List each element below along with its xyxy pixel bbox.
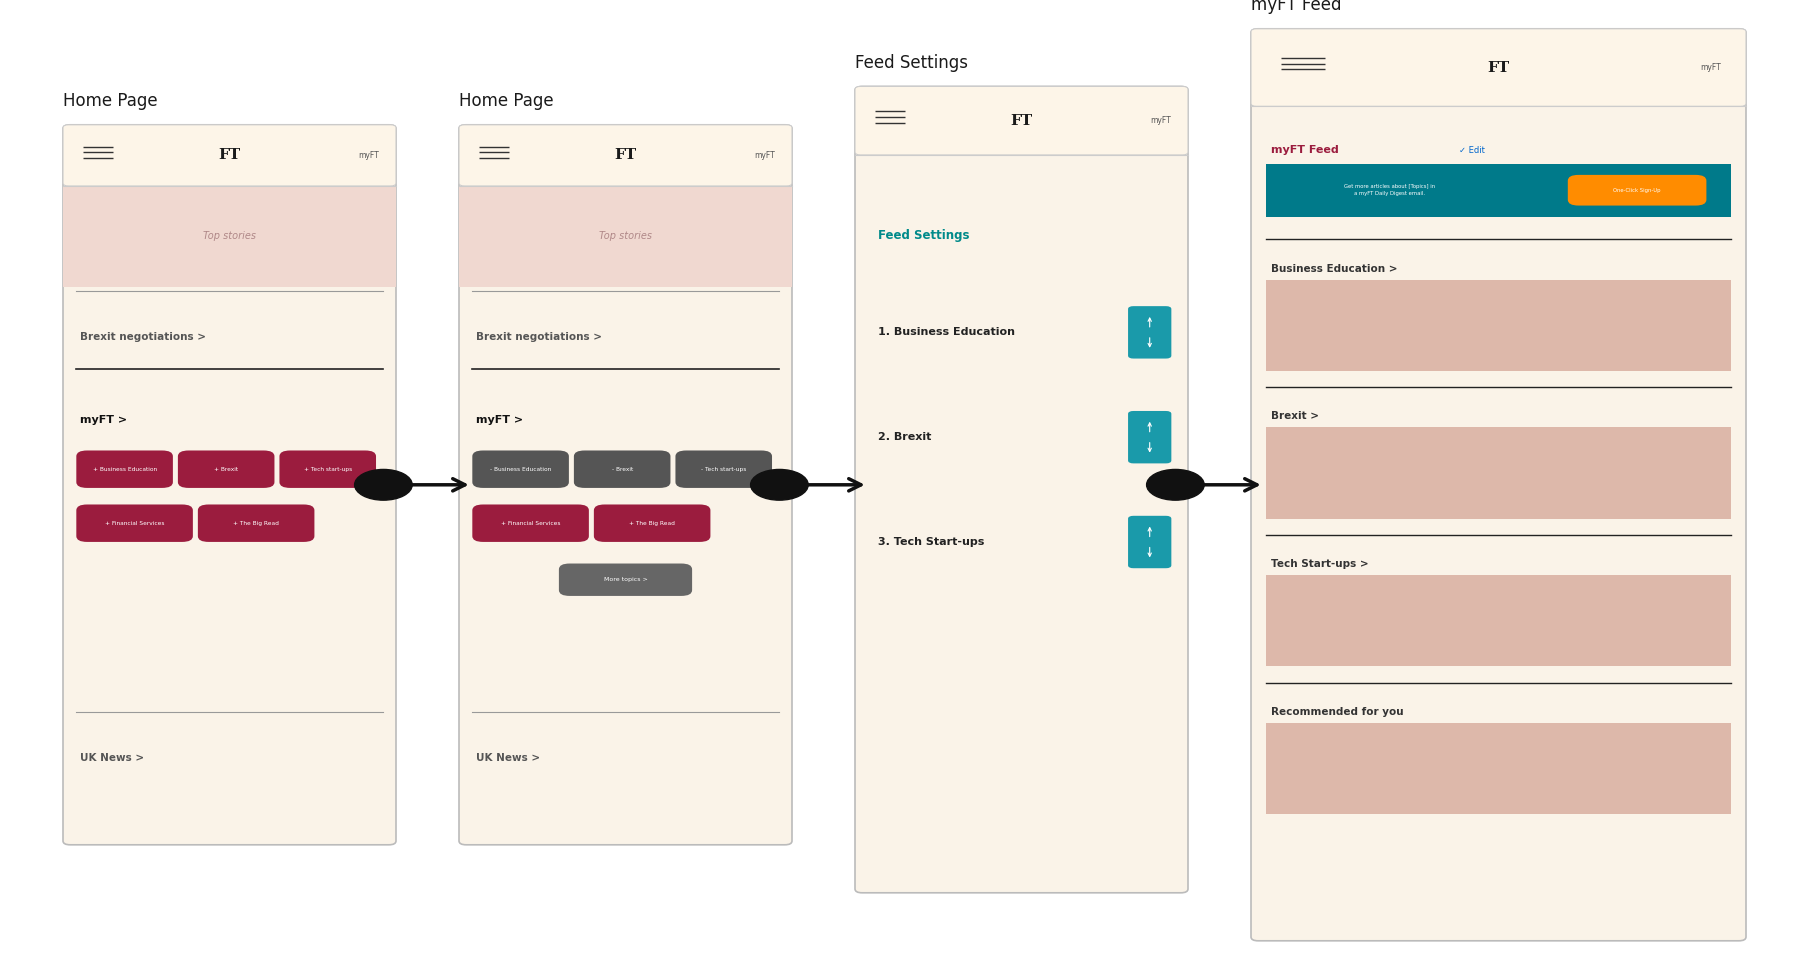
Text: myFT: myFT <box>754 151 776 160</box>
Text: myFT >: myFT > <box>475 415 522 424</box>
Text: 3. Tech Start-ups: 3. Tech Start-ups <box>878 537 985 547</box>
Bar <box>1265 279 1732 371</box>
Circle shape <box>1147 469 1204 500</box>
FancyBboxPatch shape <box>1251 29 1746 941</box>
FancyBboxPatch shape <box>574 450 670 488</box>
Text: UK News >: UK News > <box>79 754 144 763</box>
Text: FT: FT <box>1487 60 1510 75</box>
Text: Home Page: Home Page <box>459 92 554 110</box>
Text: myFT: myFT <box>1701 63 1721 72</box>
Bar <box>1265 575 1732 666</box>
Text: More topics >: More topics > <box>603 577 648 582</box>
Text: Brexit >: Brexit > <box>1271 412 1319 421</box>
FancyBboxPatch shape <box>1129 516 1172 568</box>
FancyBboxPatch shape <box>63 125 396 186</box>
Text: - Brexit: - Brexit <box>612 467 634 471</box>
Text: 2. Brexit: 2. Brexit <box>878 432 932 443</box>
FancyBboxPatch shape <box>178 450 274 488</box>
Text: myFT Feed: myFT Feed <box>1271 145 1339 156</box>
Text: UK News >: UK News > <box>475 754 540 763</box>
FancyBboxPatch shape <box>63 125 396 845</box>
FancyBboxPatch shape <box>76 505 193 541</box>
Text: FT: FT <box>1010 113 1033 128</box>
Text: + Tech start-ups: + Tech start-ups <box>304 467 351 471</box>
FancyBboxPatch shape <box>76 450 173 488</box>
FancyBboxPatch shape <box>459 125 792 845</box>
Text: FT: FT <box>614 149 637 162</box>
Text: One-Click Sign-Up: One-Click Sign-Up <box>1613 188 1661 193</box>
Text: - Business Education: - Business Education <box>490 467 551 471</box>
Circle shape <box>751 469 808 500</box>
Text: - Tech start-ups: - Tech start-ups <box>700 467 747 471</box>
Text: Home Page: Home Page <box>63 92 158 110</box>
Bar <box>1265 723 1732 814</box>
Text: + Financial Services: + Financial Services <box>500 520 560 526</box>
FancyBboxPatch shape <box>594 505 711 541</box>
FancyBboxPatch shape <box>855 86 1188 155</box>
Text: FT: FT <box>218 149 241 162</box>
Text: Top stories: Top stories <box>203 231 256 241</box>
FancyBboxPatch shape <box>1251 29 1746 107</box>
Text: myFT >: myFT > <box>79 415 126 424</box>
Text: Brexit negotiations >: Brexit negotiations > <box>79 332 205 343</box>
Text: Feed Settings: Feed Settings <box>855 54 968 72</box>
Text: Get more articles about [Topics] in
a myFT Daily Digest email.: Get more articles about [Topics] in a my… <box>1345 184 1435 196</box>
FancyBboxPatch shape <box>675 450 772 488</box>
Bar <box>1265 164 1732 217</box>
FancyBboxPatch shape <box>279 450 376 488</box>
Text: myFT: myFT <box>1150 116 1172 125</box>
FancyBboxPatch shape <box>459 125 792 186</box>
Bar <box>1265 427 1732 518</box>
Bar <box>63 186 396 287</box>
Text: + Business Education: + Business Education <box>92 467 157 471</box>
FancyBboxPatch shape <box>1568 175 1706 205</box>
Text: + Financial Services: + Financial Services <box>104 520 164 526</box>
FancyBboxPatch shape <box>1129 411 1172 464</box>
Text: ✓ Edit: ✓ Edit <box>1458 146 1485 155</box>
Text: Brexit negotiations >: Brexit negotiations > <box>475 332 601 343</box>
FancyBboxPatch shape <box>472 450 569 488</box>
Circle shape <box>355 469 412 500</box>
Text: 1. Business Education: 1. Business Education <box>878 327 1015 337</box>
FancyBboxPatch shape <box>472 505 589 541</box>
Text: myFT Feed: myFT Feed <box>1251 0 1341 14</box>
FancyBboxPatch shape <box>1129 306 1172 359</box>
FancyBboxPatch shape <box>198 505 315 541</box>
Text: Business Education >: Business Education > <box>1271 264 1397 274</box>
Text: + Brexit: + Brexit <box>214 467 238 471</box>
FancyBboxPatch shape <box>558 564 691 596</box>
Text: + The Big Read: + The Big Read <box>234 520 279 526</box>
FancyBboxPatch shape <box>855 86 1188 893</box>
Text: + The Big Read: + The Big Read <box>630 520 675 526</box>
Text: Top stories: Top stories <box>599 231 652 241</box>
Text: myFT: myFT <box>358 151 380 160</box>
Text: Recommended for you: Recommended for you <box>1271 707 1404 717</box>
Bar <box>459 186 792 287</box>
Text: Tech Start-ups >: Tech Start-ups > <box>1271 559 1368 569</box>
Text: Feed Settings: Feed Settings <box>878 229 970 242</box>
